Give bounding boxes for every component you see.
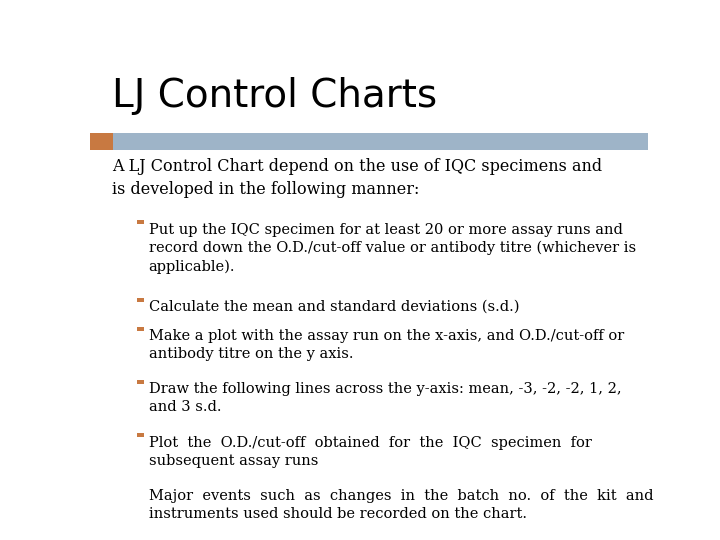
Bar [138,433,144,437]
Bar [138,298,144,302]
Text: Major  events  such  as  changes  in  the  batch  no.  of  the  kit  and
instrum: Major events such as changes in the batc… [148,489,653,521]
Text: Draw the following lines across the y-axis: mean, -3, -2, -2, 1, 2,
and 3 s.d.: Draw the following lines across the y-ax… [148,382,621,414]
Text: LJ Control Charts: LJ Control Charts [112,77,438,115]
Text: Put up the IQC specimen for at least 20 or more assay runs and
record down the O: Put up the IQC specimen for at least 20 … [148,223,636,274]
Bar [90,133,114,150]
Text: Calculate the mean and standard deviations (s.d.): Calculate the mean and standard deviatio… [148,300,519,314]
Bar [138,220,144,225]
Text: Make a plot with the assay run on the x-axis, and O.D./cut-off or
antibody titre: Make a plot with the assay run on the x-… [148,329,624,361]
Text: Plot  the  O.D./cut-off  obtained  for  the  IQC  specimen  for
subsequent assay: Plot the O.D./cut-off obtained for the I… [148,436,591,468]
Bar [138,327,144,331]
Bar [138,487,144,490]
Text: A LJ Control Chart depend on the use of IQC specimens and
is developed in the fo: A LJ Control Chart depend on the use of … [112,158,603,198]
Bar [138,380,144,384]
Bar [114,133,648,150]
